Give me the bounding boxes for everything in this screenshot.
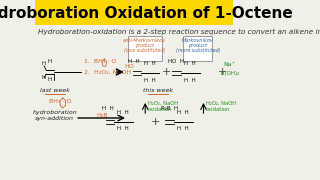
Text: H  H: H H <box>144 78 156 83</box>
Text: BH₃ · O: BH₃ · O <box>49 99 71 104</box>
FancyBboxPatch shape <box>128 35 162 60</box>
Text: H: H <box>42 75 46 80</box>
Text: (less substituted): (less substituted) <box>124 48 165 53</box>
Text: Markovnikov: Markovnikov <box>182 38 214 43</box>
Text: Hydroboration Oxidation of 1-Octene: Hydroboration Oxidation of 1-Octene <box>0 6 293 21</box>
Text: H  H: H H <box>102 106 114 111</box>
Text: HO: HO <box>125 64 135 69</box>
Text: Hydroboration-oxidation is a 2-step reaction sequence to convert an alkene into : Hydroboration-oxidation is a 2-step reac… <box>38 29 320 35</box>
Text: oxidation: oxidation <box>148 107 172 112</box>
Text: (more substituted): (more substituted) <box>176 48 220 53</box>
Text: H  H: H H <box>128 59 140 64</box>
Text: H  H: H H <box>177 126 189 131</box>
Text: H  H: H H <box>117 110 129 115</box>
Text: H: H <box>48 77 52 82</box>
Text: oxidation: oxidation <box>206 107 230 112</box>
Text: H₂B: H₂B <box>96 113 108 118</box>
Text: +: + <box>162 67 171 77</box>
Text: H  H: H H <box>117 126 129 131</box>
Text: H₂O₂, NaOH: H₂O₂, NaOH <box>206 101 236 106</box>
Text: +: + <box>217 67 227 77</box>
Text: this week: this week <box>143 88 172 93</box>
Text: last week: last week <box>40 88 70 93</box>
Text: HO  H: HO H <box>168 59 184 64</box>
FancyBboxPatch shape <box>183 35 212 60</box>
Text: H  H: H H <box>177 110 189 115</box>
Text: product: product <box>188 43 207 48</box>
Text: H  H: H H <box>184 78 196 83</box>
Text: syn-addition: syn-addition <box>35 116 74 121</box>
Text: R₂B  H: R₂B H <box>161 106 178 111</box>
Text: H  H: H H <box>184 61 196 66</box>
Text: +: + <box>151 117 160 127</box>
Text: ⁻B(OH)₄: ⁻B(OH)₄ <box>219 71 240 76</box>
Text: anti-Markovnikov: anti-Markovnikov <box>123 38 166 43</box>
Bar <box>35 0 233 25</box>
Text: hydroboration: hydroboration <box>32 110 77 115</box>
Text: product: product <box>135 43 154 48</box>
Text: H₂O₂, NaOH: H₂O₂, NaOH <box>148 101 178 106</box>
Text: H: H <box>42 61 46 66</box>
Text: 2.  H₂O₂, NaOH: 2. H₂O₂, NaOH <box>84 70 132 75</box>
Text: H  H: H H <box>144 61 156 66</box>
Text: H: H <box>47 59 51 64</box>
Text: 1.  BH₃ · O: 1. BH₃ · O <box>84 59 117 64</box>
Text: Na⁺: Na⁺ <box>224 62 236 67</box>
